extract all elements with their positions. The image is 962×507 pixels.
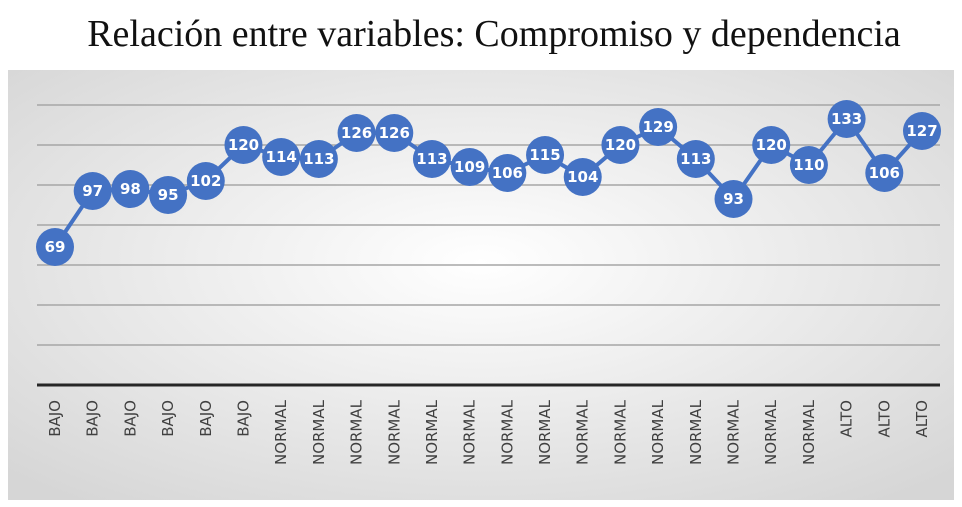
data-point <box>827 100 866 138</box>
data-label: 97 <box>82 182 103 200</box>
data-point <box>299 140 338 178</box>
data-point <box>903 112 941 150</box>
x-tick-label: NORMAL <box>348 399 366 465</box>
x-tick-label: ALTO <box>875 400 893 438</box>
x-tick-label: NORMAL <box>687 399 705 465</box>
data-point <box>714 180 753 218</box>
x-tick-label: BAJO <box>197 400 215 437</box>
data-label: 129 <box>642 118 673 136</box>
x-tick-label: BAJO <box>46 400 64 437</box>
data-label: 110 <box>793 156 824 174</box>
x-tick-label: BAJO <box>159 400 177 437</box>
x-tick-label: BAJO <box>121 400 139 437</box>
data-point <box>526 136 565 174</box>
x-tick-label: NORMAL <box>461 399 479 465</box>
data-label: 126 <box>341 124 372 142</box>
x-tick-label: NORMAL <box>536 399 554 465</box>
data-label: 95 <box>158 186 179 204</box>
x-tick-label: BAJO <box>84 400 102 437</box>
data-label: 113 <box>303 150 334 168</box>
x-tick-label: BAJO <box>234 400 252 437</box>
data-label: 109 <box>454 158 485 176</box>
data-label: 93 <box>723 190 744 208</box>
data-label: 104 <box>567 168 598 186</box>
x-tick-label: NORMAL <box>385 399 403 465</box>
data-point <box>639 108 678 146</box>
data-point <box>375 114 414 152</box>
data-point <box>412 140 451 178</box>
x-tick-label: NORMAL <box>574 399 592 465</box>
x-tick-label: ALTO <box>913 400 931 438</box>
data-label: 120 <box>228 136 259 154</box>
x-tick-label: NORMAL <box>423 399 441 465</box>
x-tick-label: ALTO <box>838 400 856 438</box>
data-point <box>450 148 489 186</box>
data-label: 115 <box>529 146 560 164</box>
plot: BAJO BAJO BAJO BAJO BAJO BAJO NORMAL NORMAL NORM… <box>36 100 941 465</box>
data-label: 102 <box>190 172 221 190</box>
data-point <box>563 158 602 196</box>
x-tick-label: NORMAL <box>649 399 667 465</box>
data-point <box>488 154 527 192</box>
x-tick-label: NORMAL <box>272 399 290 465</box>
data-point <box>262 138 301 176</box>
data-label: 106 <box>869 164 900 182</box>
data-label: 114 <box>266 148 297 166</box>
data-point <box>224 126 263 164</box>
data-label: 98 <box>120 180 141 198</box>
data-point <box>337 114 376 152</box>
plot-background <box>8 68 954 500</box>
data-point <box>865 154 904 192</box>
data-label: 126 <box>379 124 410 142</box>
x-tick-label: NORMAL <box>762 399 780 465</box>
data-label: 69 <box>45 238 66 256</box>
data-point <box>36 228 74 266</box>
x-tick-label: NORMAL <box>725 399 743 465</box>
x-tick-label: NORMAL <box>310 399 328 465</box>
chart-title: Relación entre variables: Compromiso y d… <box>87 13 901 55</box>
data-point <box>676 140 715 178</box>
data-label: 120 <box>605 136 636 154</box>
data-point <box>601 126 640 164</box>
data-label: 133 <box>831 110 862 128</box>
data-point <box>789 146 828 184</box>
data-point <box>111 170 150 208</box>
data-point <box>752 126 791 164</box>
title-band <box>8 0 954 70</box>
data-label: 113 <box>680 150 711 168</box>
x-tick-label: NORMAL <box>498 399 516 465</box>
data-label: 120 <box>756 136 787 154</box>
data-point <box>186 162 225 200</box>
data-label: 127 <box>906 122 937 140</box>
data-point <box>73 172 112 210</box>
data-point <box>149 176 188 214</box>
x-tick-label: NORMAL <box>611 399 629 465</box>
data-label: 113 <box>416 150 447 168</box>
x-tick-label: NORMAL <box>800 399 818 465</box>
data-label: 106 <box>492 164 523 182</box>
